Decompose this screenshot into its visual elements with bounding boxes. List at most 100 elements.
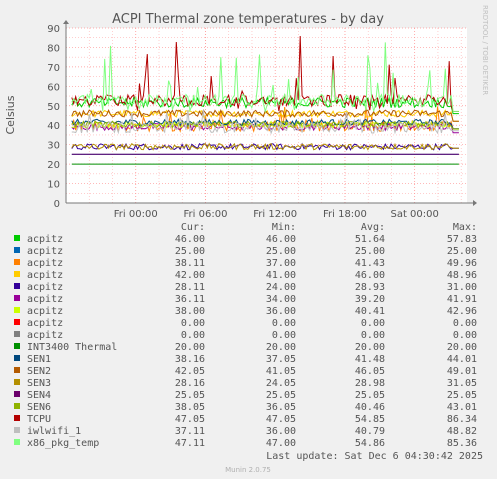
legend-value-min: 41.00	[266, 270, 296, 281]
legend-value-avg: 0.00	[361, 330, 385, 341]
legend-value-max: 44.01	[447, 354, 477, 365]
legend-value-cur: 42.00	[175, 270, 205, 281]
legend-swatch	[14, 427, 20, 433]
legend-value-avg: 41.48	[355, 354, 385, 365]
legend-value-min: 24.05	[266, 378, 296, 389]
legend-series-name: SEN1	[27, 354, 51, 365]
legend-series-name: SEN2	[27, 366, 51, 377]
legend-value-avg: 54.86	[355, 438, 385, 449]
legend-value-min: 34.00	[266, 294, 296, 305]
legend: Cur: Min: Avg: Max: acpitz 46.00 46.00 51.64 57.…	[14, 222, 477, 449]
legend-swatch	[14, 271, 20, 277]
legend-value-avg: 28.93	[355, 282, 385, 293]
legend-value-cur: 37.11	[175, 426, 205, 437]
legend-swatch	[14, 367, 20, 373]
x-tick-label: Sat 00:00	[390, 209, 438, 220]
legend-swatch	[14, 247, 20, 253]
legend-value-max: 41.91	[447, 294, 477, 305]
legend-series-name: acpitz	[27, 234, 63, 245]
legend-value-cur: 28.11	[175, 282, 205, 293]
x-axis-arrow	[473, 200, 477, 206]
legend-series-name: acpitz	[27, 294, 63, 305]
series-line	[71, 120, 459, 130]
legend-value-max: 49.96	[447, 258, 477, 269]
munin-version: Munin 2.0.75	[225, 466, 271, 474]
legend-value-max: 86.34	[447, 414, 477, 425]
legend-swatch	[14, 343, 20, 349]
legend-value-max: 0.00	[453, 318, 477, 329]
legend-value-avg: 28.98	[355, 378, 385, 389]
legend-column-header: Avg:	[361, 222, 385, 233]
y-tick-label: 80	[47, 43, 60, 54]
legend-value-cur: 47.11	[175, 438, 205, 449]
legend-swatch	[14, 295, 20, 301]
x-tick-label: Fri 12:00	[253, 209, 297, 220]
legend-value-avg: 0.00	[361, 318, 385, 329]
legend-swatch	[14, 331, 20, 337]
series-line	[71, 118, 459, 130]
legend-value-cur: 25.05	[175, 390, 205, 401]
legend-value-max: 49.01	[447, 366, 477, 377]
legend-column-header: Min:	[272, 222, 296, 233]
legend-series-name: acpitz	[27, 330, 63, 341]
legend-value-min: 47.05	[266, 414, 296, 425]
chart-title: ACPI Thermal zone temperatures - by day	[112, 12, 384, 27]
y-tick-label: 60	[47, 82, 60, 93]
legend-value-avg: 25.00	[355, 246, 385, 257]
legend-value-avg: 40.41	[355, 306, 385, 317]
legend-value-min: 47.00	[266, 438, 296, 449]
legend-value-max: 57.83	[447, 234, 477, 245]
legend-swatch	[14, 235, 20, 241]
legend-value-min: 37.00	[266, 258, 296, 269]
legend-series-name: acpitz	[27, 282, 63, 293]
legend-value-max: 31.00	[447, 282, 477, 293]
y-tick-label: 10	[47, 180, 60, 191]
legend-series-name: SEN6	[27, 402, 51, 413]
y-axis-arrow	[63, 20, 69, 24]
x-tick-label: Fri 18:00	[323, 209, 367, 220]
legend-value-max: 25.00	[447, 246, 477, 257]
legend-value-max: 43.01	[447, 402, 477, 413]
legend-value-avg: 39.20	[355, 294, 385, 305]
legend-value-max: 85.36	[447, 438, 477, 449]
legend-value-cur: 25.00	[175, 246, 205, 257]
series-line	[71, 109, 459, 135]
legend-value-max: 0.00	[453, 330, 477, 341]
legend-value-avg: 54.85	[355, 414, 385, 425]
y-tick-label: 20	[47, 160, 60, 171]
legend-value-cur: 47.05	[175, 414, 205, 425]
legend-series-name: x86_pkg_temp	[27, 438, 99, 449]
legend-swatch	[14, 307, 20, 313]
legend-value-min: 36.00	[266, 306, 296, 317]
legend-series-name: SEN4	[27, 390, 51, 401]
legend-value-max: 42.96	[447, 306, 477, 317]
legend-value-cur: 28.16	[175, 378, 205, 389]
legend-series-name: iwlwifi_1	[27, 426, 81, 437]
rrdtool-side-label: RRDTOOL / TOBI OETIKER	[481, 5, 489, 95]
y-tick-label: 70	[47, 63, 60, 74]
legend-value-max: 48.82	[447, 426, 477, 437]
legend-swatch	[14, 415, 20, 421]
legend-column-header: Max:	[453, 222, 477, 233]
axes: 0 10 20 30 40 50 60 70 80 90 Fri 00:00 Fri 06:00 Fri…	[47, 20, 477, 220]
y-tick-label: 90	[47, 24, 60, 35]
legend-series-name: acpitz	[27, 270, 63, 281]
series-line	[71, 142, 459, 151]
legend-value-cur: 36.11	[175, 294, 205, 305]
legend-value-min: 37.05	[266, 354, 296, 365]
y-tick-label: 0	[54, 199, 60, 210]
legend-value-cur: 38.05	[175, 402, 205, 413]
legend-swatch	[14, 391, 20, 397]
legend-swatch	[14, 283, 20, 289]
legend-value-max: 48.96	[447, 270, 477, 281]
legend-value-cur: 38.16	[175, 354, 205, 365]
legend-value-avg: 41.43	[355, 258, 385, 269]
legend-swatch	[14, 319, 20, 325]
legend-series-name: acpitz	[27, 246, 63, 257]
legend-value-avg: 46.05	[355, 366, 385, 377]
legend-swatch	[14, 355, 20, 361]
legend-value-cur: 46.00	[175, 234, 205, 245]
legend-swatch	[14, 439, 20, 445]
legend-value-cur: 0.00	[181, 330, 205, 341]
